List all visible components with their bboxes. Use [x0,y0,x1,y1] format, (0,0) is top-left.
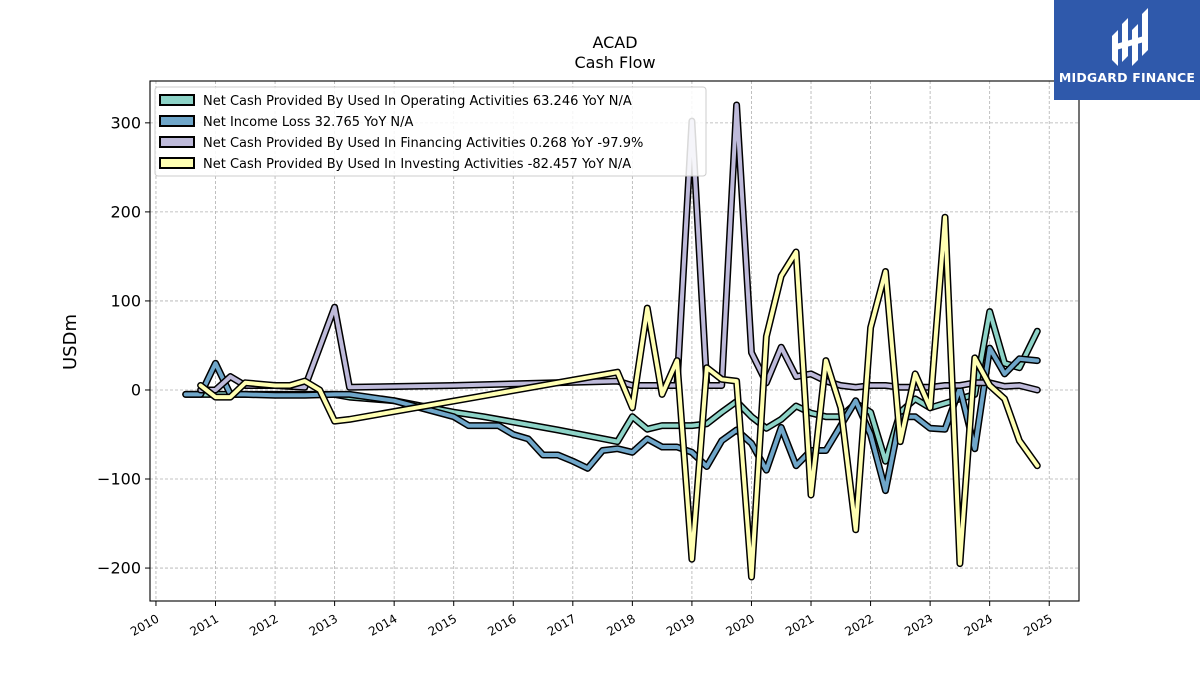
x-tick-label: 2018 [604,611,637,638]
y-axis: 300 200 100 0 −100 −200 [97,113,150,578]
legend-label: Net Cash Provided By Used In Investing A… [203,157,631,172]
x-tick-label: 2023 [902,611,935,638]
x-tick-label: 2016 [485,611,518,638]
x-tick-label: 2012 [247,611,280,638]
x-tick-label: 2020 [724,611,757,638]
chart-title: ACAD [592,33,638,52]
x-tick-label: 2013 [307,611,340,638]
chart-subtitle: Cash Flow [574,53,656,72]
y-tick-label: 200 [110,202,141,221]
legend-label: Net Income Loss 32.765 YoY N/A [203,115,414,130]
y-tick-label: −200 [97,559,141,578]
logo-text: MIDGARD FINANCE [1058,70,1196,85]
legend: Net Cash Provided By Used In Operating A… [154,86,707,177]
series-net-cash-provided-by-used-in-financing-activities [197,101,1041,394]
series-net-income-loss [182,344,1041,495]
x-tick-label: 2010 [128,611,161,638]
x-tick-label: 2024 [962,611,995,638]
x-tick-label: 2021 [783,611,816,638]
x-tick-label: 2017 [545,611,578,638]
series-net-cash-provided-by-used-in-investing-activities [197,213,1041,581]
legend-swatch [159,157,195,169]
x-axis: 2010 2011 2012 2013 2014 2015 2016 2017 2018 2019… [128,601,1055,639]
logo-mark-icon [1112,8,1148,66]
series-lines [182,101,1041,581]
series-line [198,103,1040,392]
legend-swatch [159,94,195,106]
x-tick-label: 2015 [426,611,459,638]
y-tick-label: 100 [110,291,141,310]
legend-swatch [159,136,195,148]
legend-label: Net Cash Provided By Used In Financing A… [203,136,643,151]
x-tick-label: 2019 [664,611,697,638]
x-tick-label: 2025 [1021,611,1054,638]
midgard-finance-logo: MIDGARD FINANCE [1054,0,1200,100]
x-tick-label: 2014 [366,611,399,638]
x-tick-label: 2022 [843,611,876,638]
y-tick-label: 0 [131,380,141,399]
y-axis-label: USDm [60,314,81,370]
series-line [183,346,1040,493]
x-tick-label: 2011 [188,611,221,638]
series-line [198,215,1040,579]
legend-box [154,86,707,177]
y-tick-label: −100 [97,470,141,489]
plot-frame [149,80,1080,602]
y-tick-label: 300 [110,113,141,132]
legend-swatch [159,115,195,127]
legend-label: Net Cash Provided By Used In Operating A… [203,94,632,109]
